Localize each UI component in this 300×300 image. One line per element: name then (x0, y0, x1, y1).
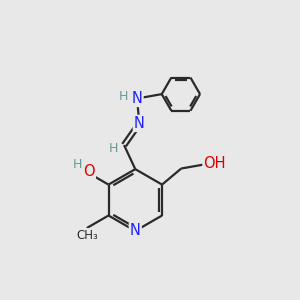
Text: N: N (130, 224, 141, 238)
Text: H: H (73, 158, 82, 171)
Text: H: H (118, 90, 128, 103)
Text: H: H (109, 142, 119, 154)
Text: OH: OH (203, 156, 226, 171)
Text: CH₃: CH₃ (76, 229, 98, 242)
Text: N: N (134, 116, 145, 131)
Text: N: N (132, 91, 142, 106)
Text: O: O (83, 164, 95, 179)
